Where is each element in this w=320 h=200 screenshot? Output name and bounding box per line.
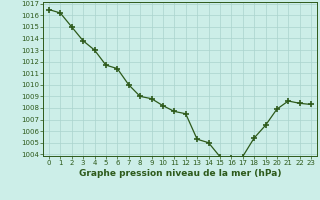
X-axis label: Graphe pression niveau de la mer (hPa): Graphe pression niveau de la mer (hPa)	[79, 169, 281, 178]
